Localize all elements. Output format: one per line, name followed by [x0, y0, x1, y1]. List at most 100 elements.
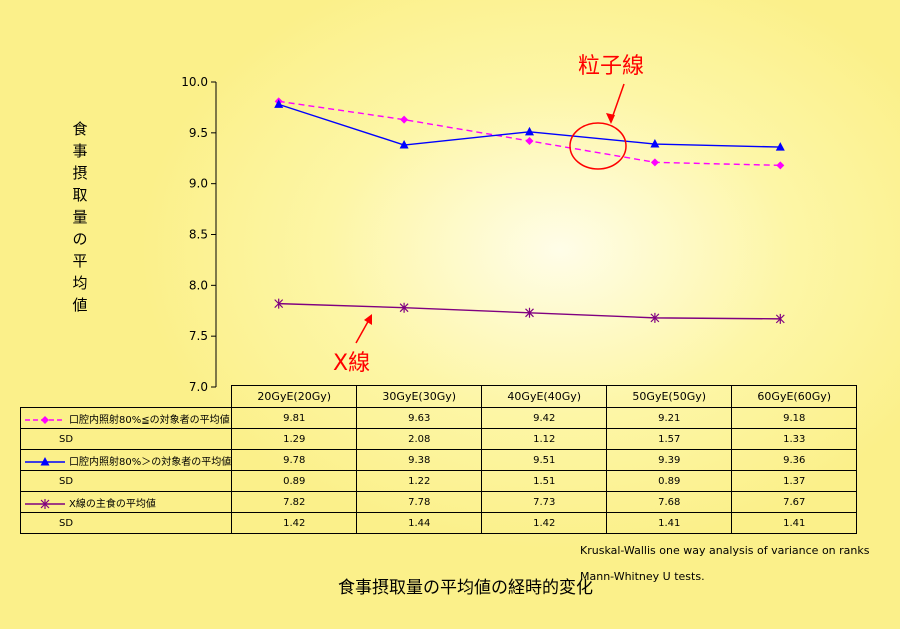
data-point — [650, 312, 660, 323]
y-axis-label-char: 均 — [72, 274, 88, 292]
table-cell: 9.51 — [481, 449, 608, 471]
particle-arrow-head — [606, 113, 615, 124]
y-axis-label-char: 食 — [72, 120, 88, 138]
series-label: 口腔内照射80%＞の対象者の平均値 — [69, 456, 232, 468]
series-0 — [274, 97, 785, 170]
particle-highlight-circle — [569, 122, 627, 170]
y-tick-label: 8.5 — [189, 228, 208, 242]
series-group — [274, 97, 785, 324]
data-point — [40, 456, 50, 465]
table-cell: 9.38 — [356, 449, 483, 471]
data-point — [650, 139, 660, 148]
y-tick-label: 9.5 — [189, 126, 208, 140]
series-label-cell: X線の主食の平均値 — [19, 491, 233, 513]
table-cell: 9.18 — [731, 407, 858, 429]
data-point — [775, 142, 785, 151]
data-point — [41, 415, 49, 424]
table-row: SD 1.29 2.08 1.12 1.57 1.33 — [19, 428, 858, 450]
y-axis-label-char: 平 — [72, 252, 88, 270]
table-cell: 1.57 — [606, 428, 733, 450]
data-point — [525, 307, 534, 318]
y-axis-label-char: の — [72, 230, 88, 248]
y-axis: 7.07.58.08.59.09.510.0 — [181, 75, 217, 394]
data-point — [776, 161, 785, 170]
table-cell: 9.21 — [606, 407, 733, 429]
table-cell: 1.41 — [731, 512, 858, 534]
kruskal-wallis-note: Kruskal-Wallis one way analysis of varia… — [580, 544, 870, 557]
y-tick-label: 8.0 — [189, 278, 208, 292]
sd-label: SD — [19, 428, 233, 450]
table-cell: 7.73 — [481, 491, 608, 513]
table-cell: 9.81 — [231, 407, 358, 429]
table-cell: 9.36 — [731, 449, 858, 471]
series-1 — [274, 99, 785, 151]
particle-beam-annotation: 粒子線 — [578, 54, 645, 79]
legend-key — [25, 456, 65, 465]
table-cell: 7.82 — [231, 491, 358, 513]
y-axis-label-char: 事 — [72, 142, 88, 160]
series-label: X線の主食の平均値 — [69, 498, 156, 510]
data-point — [274, 298, 284, 309]
legend-key — [25, 498, 65, 509]
y-axis-label-char: 摂 — [72, 164, 88, 182]
table-cell: 1.51 — [481, 470, 608, 492]
category-label: 20GyE(20Gy) — [231, 385, 358, 408]
table-cell: 1.29 — [231, 428, 358, 450]
table-cell: 1.42 — [231, 512, 358, 534]
data-point — [40, 498, 50, 509]
data-point — [525, 136, 534, 145]
y-tick-label: 9.0 — [189, 177, 208, 191]
table-cell: 0.89 — [606, 470, 733, 492]
table-cell: 1.33 — [731, 428, 858, 450]
data-point — [399, 140, 409, 149]
table-cell: 1.22 — [356, 470, 483, 492]
category-label: 50GyE(50Gy) — [606, 385, 733, 408]
table-cell: 1.41 — [606, 512, 733, 534]
xray-annotation: X線 — [333, 351, 371, 376]
table-cell: 2.08 — [356, 428, 483, 450]
table-cell: 7.67 — [731, 491, 858, 513]
data-point — [274, 99, 284, 108]
table-cell: 9.78 — [231, 449, 358, 471]
table-header-row: 20GyE(20Gy) 30GyE(30Gy) 40GyE(40Gy) 50GyE(5… — [20, 385, 858, 408]
table-row: X線の主食の平均値 7.82 7.78 7.73 7.68 7.67 — [19, 491, 858, 513]
data-point — [650, 158, 659, 167]
sd-label: SD — [19, 512, 233, 534]
table-cell: 7.68 — [606, 491, 733, 513]
data-point — [400, 115, 409, 124]
data-point — [525, 126, 534, 136]
table-cell: 0.89 — [231, 470, 358, 492]
y-axis-label-char: 値 — [72, 296, 88, 314]
chart-title: 食事摂取量の平均値の経時的変化 — [338, 578, 593, 598]
series-label-cell: 口腔内照射80%≦の対象者の平均値 — [19, 407, 233, 429]
table-row: 口腔内照射80%≦の対象者の平均値 9.81 9.63 9.42 9.21 9.18 — [19, 407, 858, 429]
category-label: 30GyE(30Gy) — [356, 385, 483, 408]
table-cell: 1.12 — [481, 428, 608, 450]
table-cell: 9.42 — [481, 407, 608, 429]
table-row: SD 1.42 1.44 1.42 1.41 1.41 — [19, 512, 858, 534]
annotation-overlay — [355, 83, 627, 344]
category-label: 60GyE(60Gy) — [731, 385, 858, 408]
table-cell: 1.44 — [356, 512, 483, 534]
y-tick-label: 10.0 — [181, 75, 208, 89]
table-row: 口腔内照射80%＞の対象者の平均値 9.78 9.38 9.51 9.39 9.36 — [19, 449, 858, 471]
sd-label: SD — [19, 470, 233, 492]
series-label-cell: 口腔内照射80%＞の対象者の平均値 — [19, 449, 233, 471]
y-axis-label: 食事摂取量の平均値 — [68, 118, 92, 316]
table-corner — [20, 385, 233, 408]
table-cell: 7.78 — [356, 491, 483, 513]
y-tick-label: 7.5 — [189, 329, 208, 343]
table-cell: 1.42 — [481, 512, 608, 534]
table-cell: 9.39 — [606, 449, 733, 471]
mann-whitney-note: Mann-Whitney U tests. — [580, 570, 705, 583]
table-cell: 1.37 — [731, 470, 858, 492]
y-axis-label-char: 量 — [72, 208, 88, 226]
data-point — [775, 313, 785, 324]
series-label: 口腔内照射80%≦の対象者の平均値 — [69, 414, 230, 426]
category-label: 40GyE(40Gy) — [481, 385, 608, 408]
table-cell: 9.63 — [356, 407, 483, 429]
y-axis-label-char: 取 — [72, 186, 88, 204]
table-row: SD 0.89 1.22 1.51 0.89 1.37 — [19, 470, 858, 492]
legend-key — [25, 415, 65, 424]
